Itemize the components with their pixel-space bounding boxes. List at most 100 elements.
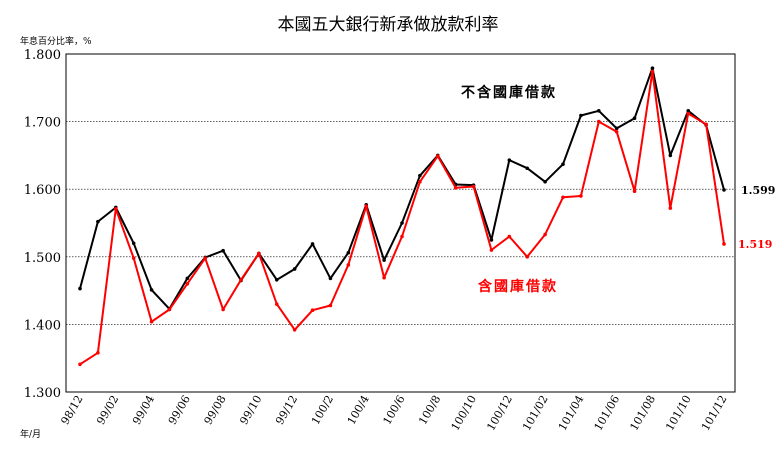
x-tick-label: 101/02 bbox=[520, 393, 551, 433]
data-point bbox=[96, 350, 100, 355]
data-point bbox=[418, 173, 422, 178]
data-point bbox=[310, 308, 315, 313]
data-point bbox=[328, 276, 333, 281]
end-label-including-treasury: 1.519 bbox=[738, 238, 772, 251]
data-point bbox=[650, 69, 655, 74]
legend-excluding-treasury: 不含國庫借款 bbox=[461, 84, 557, 101]
x-tick-labels: 98/12 99/02 99/04 99/06 99/08 99/10 99/12 100/2… bbox=[58, 393, 729, 433]
x-tick-label: 100/8 bbox=[416, 393, 443, 427]
data-point bbox=[292, 267, 297, 271]
y-tick-label: 1.800 bbox=[24, 48, 61, 63]
data-point bbox=[489, 248, 494, 252]
data-point bbox=[364, 204, 369, 208]
data-point bbox=[328, 303, 333, 308]
data-point bbox=[632, 116, 637, 121]
data-point bbox=[96, 219, 100, 224]
data-point bbox=[382, 258, 386, 262]
data-point bbox=[686, 108, 691, 113]
x-tick-label: 99/08 bbox=[202, 393, 229, 427]
data-point bbox=[614, 129, 619, 134]
data-point bbox=[382, 275, 386, 280]
gridlines bbox=[66, 121, 735, 325]
x-tick-label: 99/02 bbox=[94, 393, 121, 427]
data-point bbox=[561, 195, 565, 200]
data-point bbox=[579, 113, 583, 118]
data-point bbox=[131, 256, 136, 260]
data-point bbox=[525, 166, 530, 171]
x-tick-label: 101/06 bbox=[592, 393, 623, 433]
data-point bbox=[686, 111, 691, 116]
x-tick-label: 100/12 bbox=[484, 393, 515, 433]
data-point bbox=[346, 250, 351, 255]
data-point bbox=[167, 307, 172, 312]
x-tick-label: 99/04 bbox=[130, 393, 157, 427]
data-point bbox=[722, 188, 726, 192]
y-axis-label: 年息百分比率，% bbox=[20, 35, 92, 47]
data-point bbox=[668, 206, 673, 210]
data-point bbox=[596, 108, 601, 113]
x-tick-label: 101/10 bbox=[663, 393, 694, 433]
x-tick-label: 99/10 bbox=[237, 393, 264, 427]
data-point bbox=[292, 328, 297, 332]
data-point bbox=[221, 307, 225, 312]
data-point bbox=[113, 207, 118, 211]
data-point bbox=[471, 184, 476, 189]
data-point bbox=[632, 189, 637, 194]
x-tick-label: 100/6 bbox=[380, 393, 407, 427]
data-point bbox=[400, 221, 404, 225]
x-tick-label: 100/4 bbox=[345, 393, 372, 427]
data-point bbox=[221, 248, 225, 253]
data-point bbox=[274, 302, 279, 306]
x-tick-label: 101/12 bbox=[699, 393, 730, 433]
data-point bbox=[274, 277, 279, 282]
data-point bbox=[507, 234, 512, 239]
x-axis-label: 年/月 bbox=[20, 428, 41, 440]
data-point bbox=[149, 319, 154, 324]
x-tick-label: 100/2 bbox=[309, 393, 336, 427]
data-point bbox=[507, 158, 512, 162]
x-tick-label: 100/10 bbox=[449, 393, 480, 433]
data-point bbox=[650, 66, 655, 70]
series-line bbox=[79, 67, 725, 310]
data-point bbox=[346, 263, 351, 267]
data-point bbox=[418, 179, 422, 184]
y-tick-label: 1.600 bbox=[24, 183, 61, 198]
y-tick-label: 1.400 bbox=[24, 318, 61, 333]
x-tick-label: 101/08 bbox=[627, 393, 658, 433]
y-tick-label: 1.700 bbox=[24, 116, 61, 131]
data-point bbox=[704, 122, 708, 127]
data-point bbox=[310, 242, 315, 246]
data-point bbox=[596, 119, 601, 124]
data-point bbox=[78, 362, 82, 367]
data-point bbox=[185, 282, 190, 286]
data-point bbox=[525, 254, 530, 259]
data-point bbox=[543, 232, 547, 237]
y-tick-label: 1.300 bbox=[24, 386, 61, 401]
series-including-treasury bbox=[78, 69, 726, 367]
data-point bbox=[453, 186, 458, 190]
data-point bbox=[543, 179, 547, 184]
data-point bbox=[722, 242, 726, 246]
x-tick-label: 101/04 bbox=[556, 393, 587, 433]
data-point bbox=[149, 288, 154, 292]
x-tick-label: 98/12 bbox=[58, 393, 85, 427]
x-tick-label: 99/12 bbox=[273, 393, 300, 427]
y-tick-label: 1.500 bbox=[24, 251, 61, 266]
data-point bbox=[561, 162, 565, 166]
data-point bbox=[614, 126, 619, 131]
plot-area bbox=[65, 53, 736, 393]
end-label-excluding-treasury: 1.599 bbox=[741, 184, 775, 197]
data-point bbox=[131, 241, 136, 246]
series-line bbox=[79, 70, 725, 366]
chart-title: 本國五大銀行新承做放款利率 bbox=[278, 15, 499, 35]
data-point bbox=[400, 234, 404, 239]
data-point bbox=[78, 286, 82, 291]
data-point bbox=[185, 276, 190, 281]
data-point bbox=[668, 153, 673, 158]
data-point bbox=[579, 194, 583, 198]
x-tick-label: 99/06 bbox=[166, 393, 193, 427]
data-point bbox=[203, 256, 208, 260]
legend-including-treasury: 含國庫借款 bbox=[478, 278, 558, 295]
